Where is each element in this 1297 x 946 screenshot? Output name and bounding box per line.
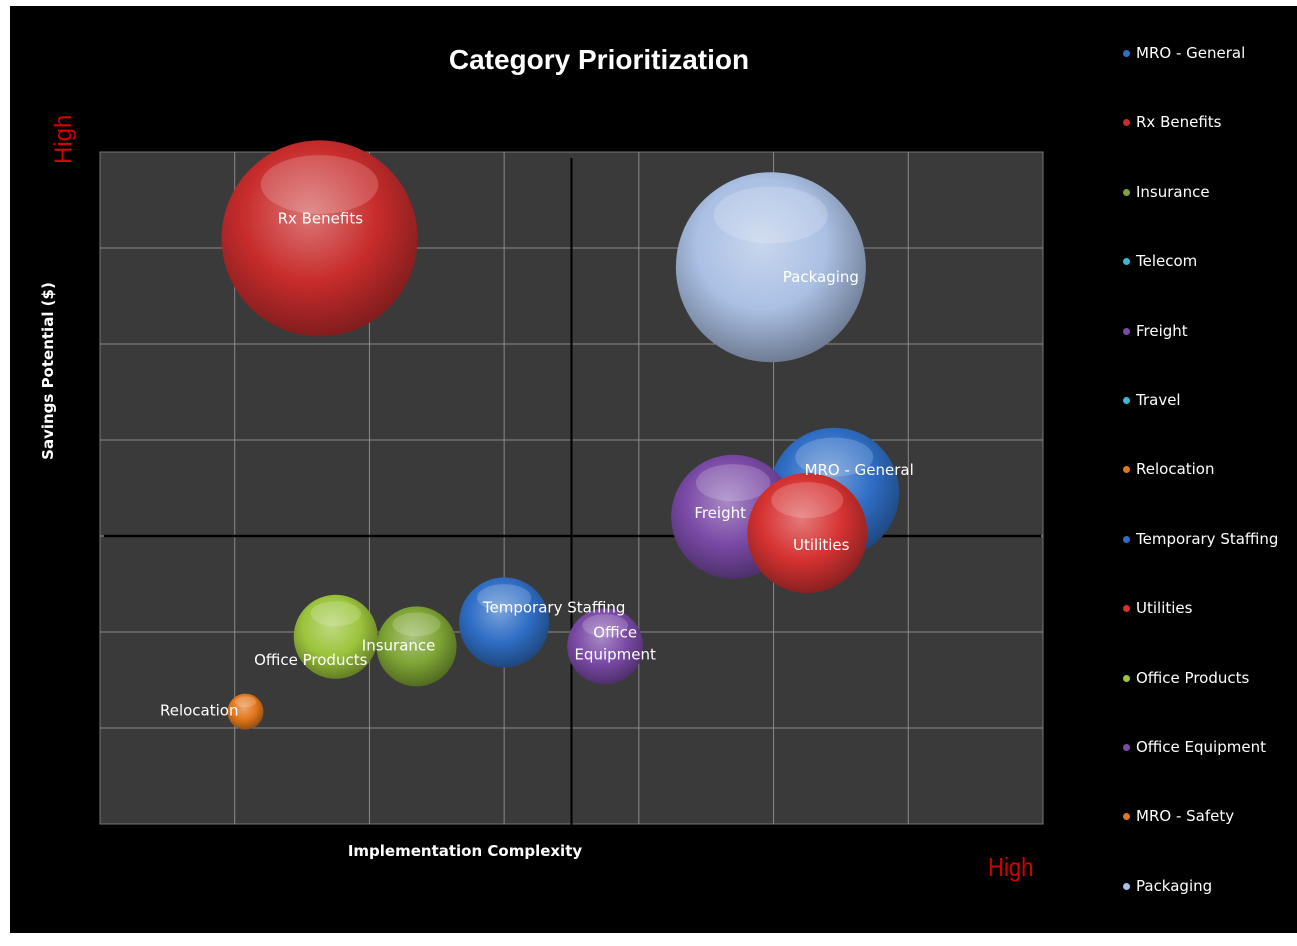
- legend-label: Rx Benefits: [1136, 113, 1222, 132]
- legend-item: Utilities: [1123, 599, 1293, 668]
- x-axis-high-marker: High: [988, 852, 1034, 882]
- chart-title: Category Prioritization: [448, 44, 750, 75]
- bubble-highlight: [695, 464, 771, 502]
- legend-item: Packaging: [1123, 877, 1293, 946]
- bubble-office-products: [293, 594, 378, 679]
- data-label: MRO - General: [805, 461, 914, 479]
- legend-marker: [1123, 50, 1130, 57]
- legend-marker: [1123, 605, 1130, 613]
- legend-item: Office Products: [1123, 669, 1293, 738]
- bubble-highlight: [795, 437, 874, 477]
- bubble-temporary-staffing: [459, 577, 550, 668]
- plot-area: MRO - General Rx Benefits Insurance Freight…: [99, 140, 1044, 826]
- data-label: Insurance: [362, 636, 436, 654]
- legend-item: MRO - Safety: [1123, 807, 1293, 876]
- legend-marker: [1123, 327, 1130, 335]
- data-label: Office: [593, 623, 637, 641]
- data-label: Utilities: [793, 536, 850, 554]
- data-label: Freight: [694, 504, 746, 522]
- bubble-highlight: [260, 155, 379, 214]
- bubble-packaging: [675, 172, 866, 363]
- legend-marker: [1123, 396, 1130, 404]
- legend-label: Freight: [1136, 321, 1188, 340]
- data-label: Temporary Staffing: [482, 598, 625, 616]
- legend-item: Telecom: [1123, 252, 1293, 321]
- bubble-office-equipment: [567, 608, 644, 685]
- legend-marker: [1123, 743, 1130, 751]
- legend-label: Temporary Staffing: [1136, 529, 1279, 548]
- legend-item: MRO - General: [1123, 44, 1293, 113]
- bubble-highlight: [310, 601, 361, 627]
- legend-label: Office Equipment: [1136, 737, 1266, 756]
- bubble-highlight: [392, 612, 441, 637]
- bubble-highlight: [771, 482, 844, 519]
- data-label: Relocation: [160, 702, 239, 720]
- bubble-utilities: [747, 473, 868, 594]
- bubble-highlight: [234, 696, 257, 708]
- legend-label: MRO - General: [1136, 44, 1246, 62]
- y-axis-label: Savings Potential ($): [39, 282, 57, 460]
- legend: MRO - General Rx Benefits Insurance Telecom…: [1123, 44, 1293, 946]
- data-label: Office Products: [254, 651, 368, 669]
- legend-marker: [1123, 119, 1130, 127]
- legend-marker: [1123, 674, 1130, 682]
- legend-item: Insurance: [1123, 183, 1293, 252]
- legend-label: MRO - Safety: [1136, 807, 1235, 826]
- legend-item: Office Equipment: [1123, 738, 1293, 807]
- legend-label: Insurance: [1136, 182, 1210, 201]
- legend-label: Office Products: [1136, 668, 1250, 687]
- legend-marker: [1123, 535, 1130, 543]
- data-label: Rx Benefits: [278, 209, 364, 227]
- bubble-highlight: [582, 614, 628, 637]
- legend-item: Rx Benefits: [1123, 113, 1293, 182]
- bubble-rx-benefits: [221, 140, 418, 337]
- legend-marker: [1123, 813, 1130, 821]
- legend-marker: [1123, 466, 1130, 474]
- legend-label: Utilities: [1136, 599, 1193, 618]
- data-label: Equipment: [574, 645, 656, 663]
- data-label: Packaging: [783, 268, 859, 286]
- bubble-highlight: [477, 584, 532, 612]
- chart-canvas: Category Prioritization MRO - General Rx …: [10, 6, 1297, 933]
- legend-item: Temporary Staffing: [1123, 530, 1293, 599]
- bubble-insurance: [376, 606, 457, 687]
- legend-marker: [1123, 188, 1130, 196]
- legend-item: Travel: [1123, 391, 1293, 460]
- bubble-relocation: [227, 693, 264, 730]
- y-axis-high-marker: High: [50, 114, 77, 164]
- x-axis-label: Implementation Complexity: [347, 842, 583, 860]
- legend-label: Packaging: [1136, 876, 1213, 895]
- legend-label: Telecom: [1136, 252, 1198, 271]
- legend-marker: [1123, 882, 1130, 890]
- legend-label: Relocation: [1136, 460, 1215, 479]
- legend-item: Relocation: [1123, 460, 1293, 529]
- legend-marker: [1123, 258, 1130, 266]
- legend-label: Travel: [1136, 390, 1181, 409]
- legend-item: Freight: [1123, 322, 1293, 391]
- bubble-highlight: [713, 186, 828, 244]
